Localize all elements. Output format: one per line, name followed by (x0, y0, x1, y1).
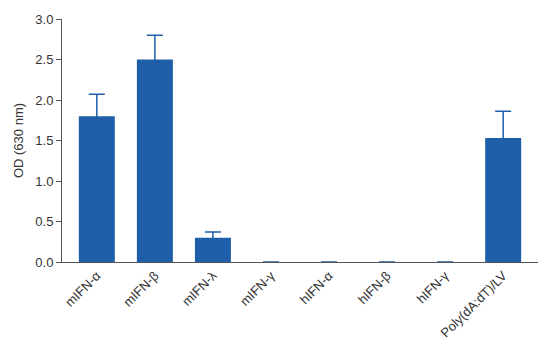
svg-text:2.0: 2.0 (35, 93, 53, 108)
svg-text:0.5: 0.5 (35, 214, 53, 229)
svg-text:1.5: 1.5 (35, 133, 53, 148)
svg-text:1.0: 1.0 (35, 174, 53, 189)
svg-text:mIFN-α: mIFN-α (62, 268, 104, 310)
svg-text:mIFN-β: mIFN-β (120, 268, 161, 309)
svg-text:3.0: 3.0 (35, 12, 53, 27)
svg-text:OD (630 nm): OD (630 nm) (11, 103, 26, 178)
svg-text:Poly(dA:dT)/LV: Poly(dA:dT)/LV (438, 268, 510, 340)
svg-text:mIFN-λ: mIFN-λ (179, 268, 220, 309)
svg-text:hIFN-γ: hIFN-γ (414, 268, 453, 307)
svg-text:hIFN-α: hIFN-α (297, 268, 336, 307)
svg-text:hIFN-β: hIFN-β (355, 268, 394, 307)
svg-text:mIFN-γ: mIFN-γ (237, 268, 278, 309)
svg-text:2.5: 2.5 (35, 52, 53, 67)
svg-text:0.0: 0.0 (35, 255, 53, 270)
